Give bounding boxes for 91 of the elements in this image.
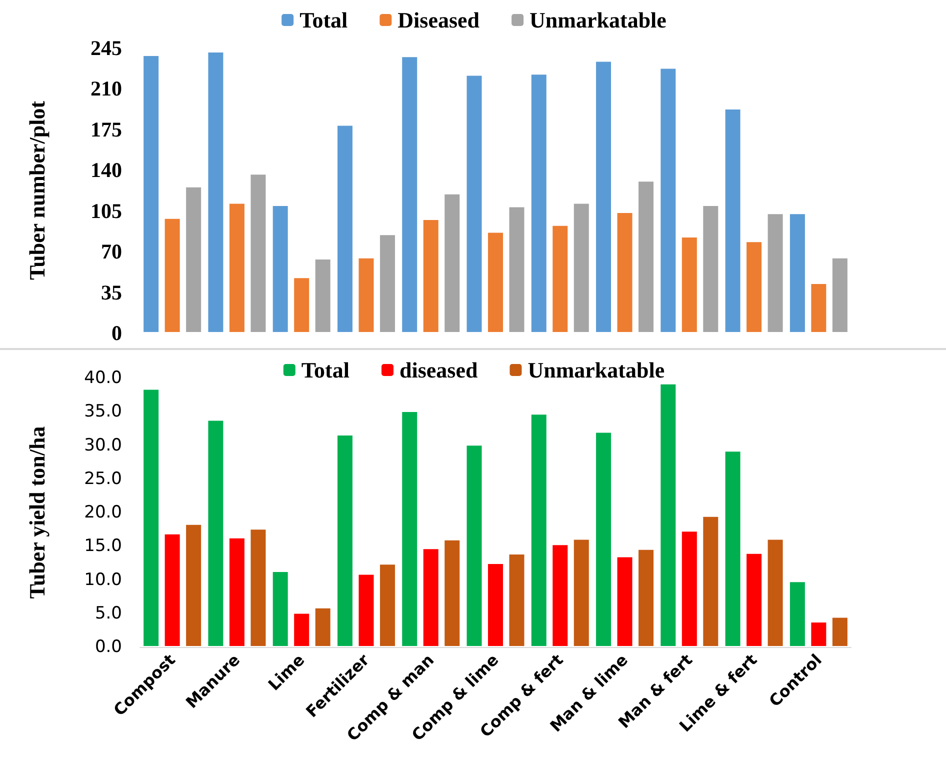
bar [401,410,418,647]
y-tick-label: 20.0 [84,502,122,522]
y-tick-label: 245 [90,36,122,60]
bar [616,556,634,647]
bar [164,218,181,333]
y-tick-label: 70 [101,240,122,264]
bar [378,564,396,647]
bar [552,544,569,647]
bar [660,68,677,333]
bar [272,205,289,333]
y-axis-title: Tuber number/plot [24,100,50,280]
legend-label: Diseased [398,8,480,32]
bar [422,548,440,647]
bar [595,60,612,333]
bar [788,213,806,333]
bar [185,524,202,647]
bar [766,538,784,647]
legend-label: Total [301,358,350,382]
bar [530,74,548,333]
y-tick-label: 35 [101,280,122,304]
bar [487,562,504,647]
bar [207,420,224,647]
bar [746,552,763,647]
y-tick-label: 175 [90,117,122,142]
bar [572,538,590,647]
bar [314,607,332,647]
bar [164,533,181,647]
y-tick-label: 140 [90,158,122,182]
bar [185,186,202,333]
bar [552,224,569,333]
bar [466,74,483,333]
legend-label: Total [300,8,348,32]
bar [702,205,720,333]
bar [293,612,310,647]
bar [487,232,504,333]
bar [508,206,526,333]
bar [293,277,310,333]
bar [638,548,655,647]
y-tick-label: 210 [90,76,122,101]
bar [422,219,440,333]
bar [810,282,828,333]
bar [358,257,375,333]
bar [250,528,267,647]
bar [638,180,655,333]
y-tick-label: 40.0 [84,368,122,388]
bar [401,56,418,333]
y-tick-label: 35.0 [84,402,122,422]
bar [272,571,289,647]
bar [660,383,677,647]
legend-label: diseased [399,358,478,382]
bar [444,193,461,333]
bar [336,124,354,333]
legend-label: Unmarkatable [530,8,667,32]
bar [572,202,590,333]
bar [702,516,720,647]
bar [336,434,354,647]
y-tick-label: 5.0 [94,603,122,624]
bar [831,616,848,647]
y-tick-label: 30.0 [84,435,122,456]
y-tick-label: 0 [112,321,122,345]
bar [207,51,224,333]
bar [810,621,828,647]
bar [466,444,483,647]
bar [680,236,698,333]
bar [724,450,742,647]
bar [766,213,784,333]
bar [314,258,332,333]
y-tick-label: 105 [90,198,122,223]
bar [228,537,246,647]
bar [142,54,160,333]
bar [530,414,548,647]
bar [724,108,742,333]
bar [228,202,246,333]
y-axis-title: Tuber yield ton/ha [24,426,50,599]
bar [508,554,526,647]
y-tick-label: 0.0 [94,637,122,657]
bar [378,234,396,333]
y-tick-label: 10.0 [84,570,122,590]
bar [680,530,698,647]
bar [142,388,160,647]
bar [746,241,763,333]
bar [831,257,848,333]
bar [444,539,461,647]
bar [250,174,267,333]
bar [616,212,634,333]
bar [358,574,375,647]
legend-label: Unmarkatable [528,358,665,382]
bar [595,432,612,647]
y-tick-label: 15.0 [84,536,122,556]
y-tick-label: 25.0 [84,468,122,489]
bar [788,581,806,647]
